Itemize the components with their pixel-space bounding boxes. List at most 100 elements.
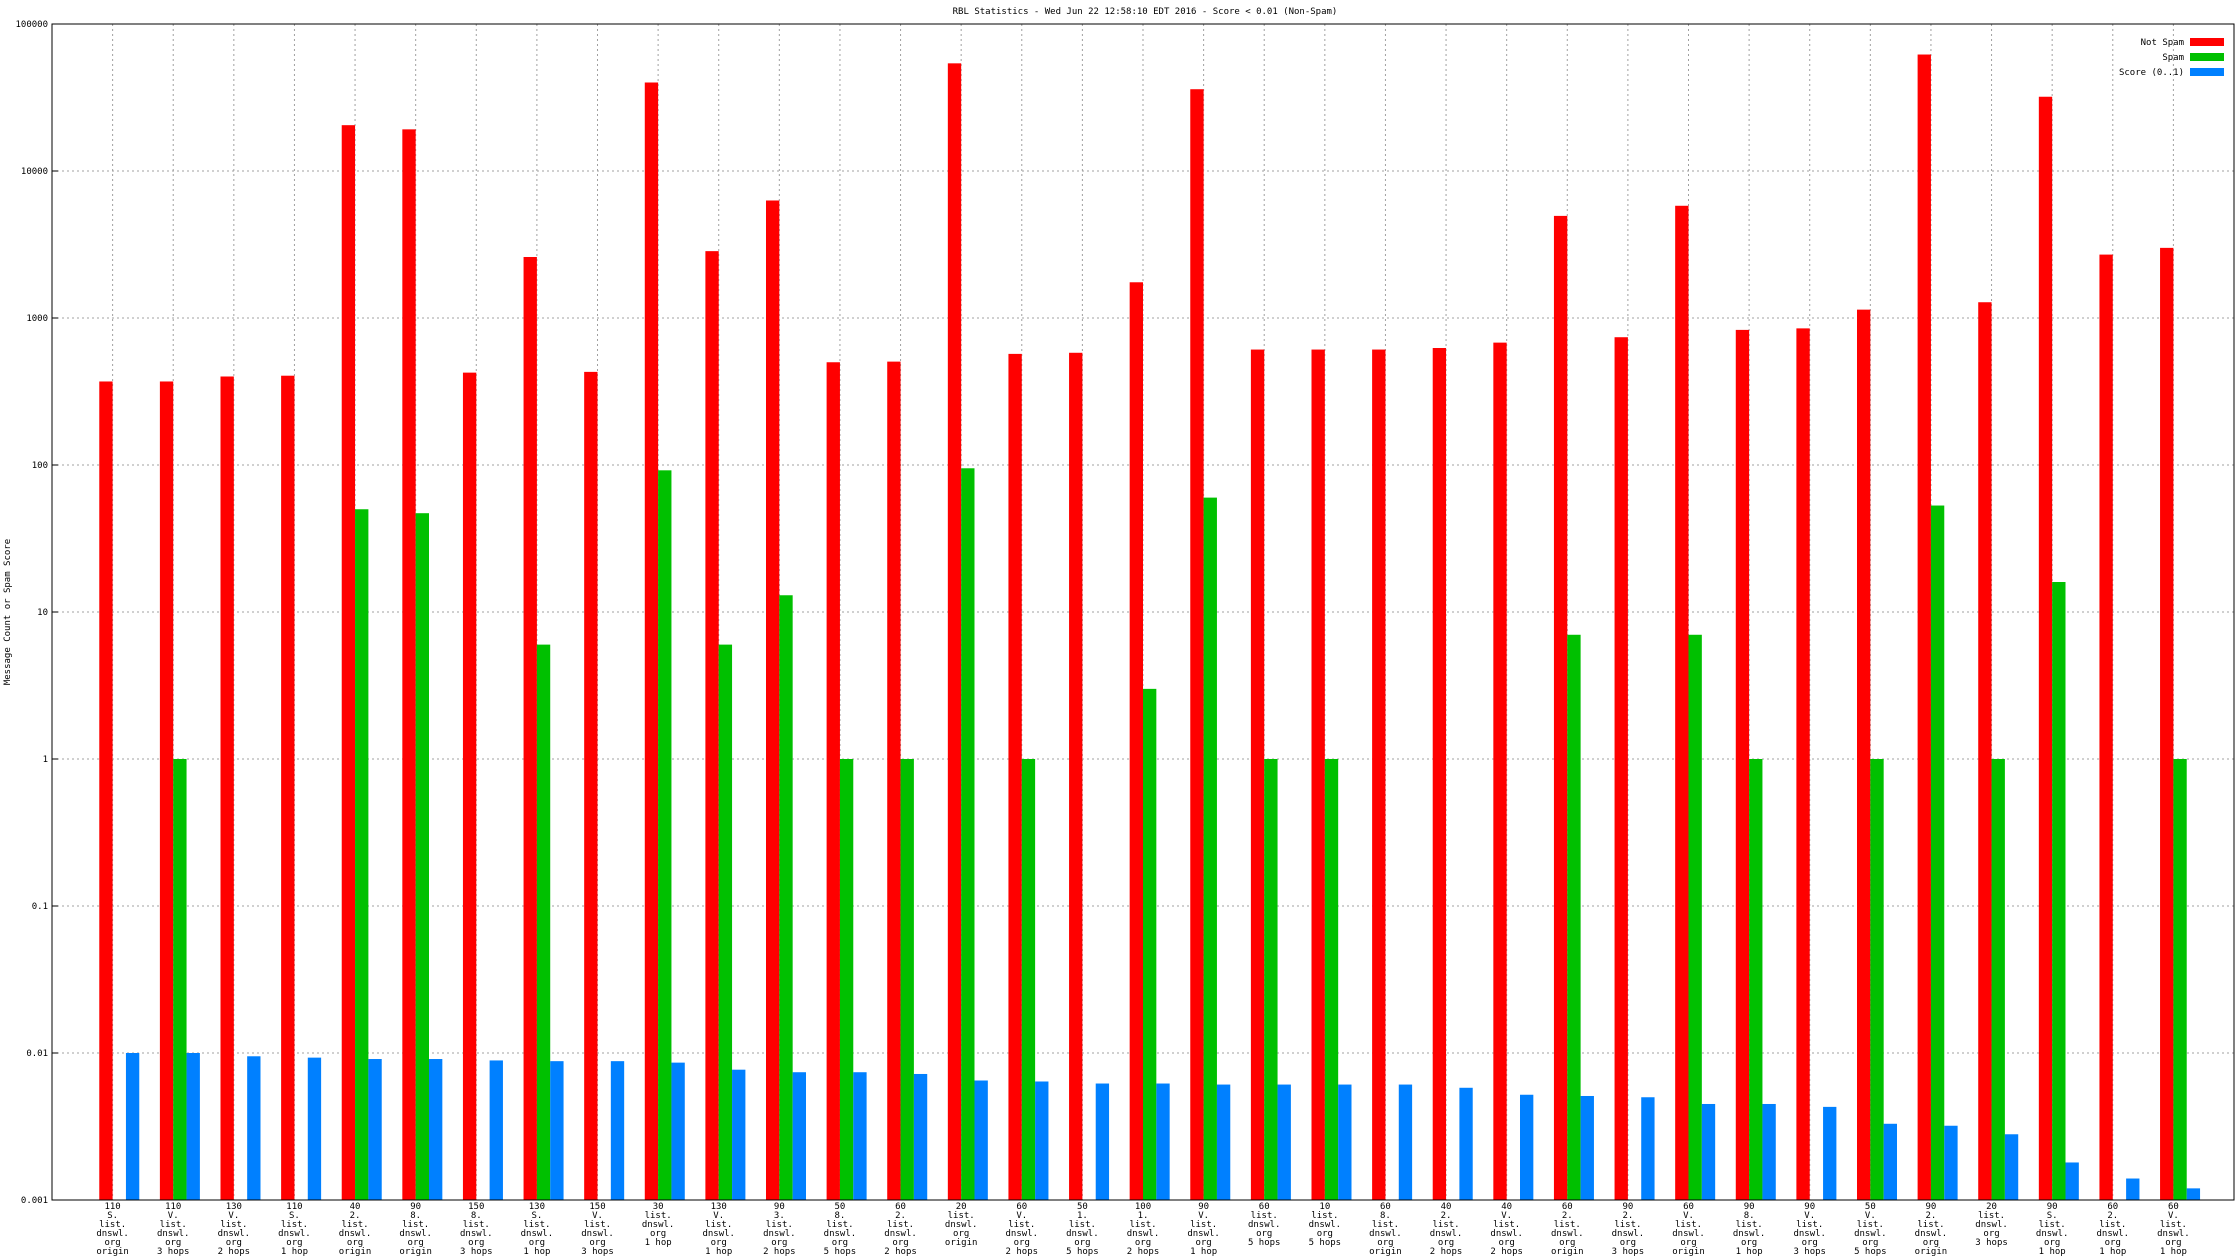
x-tick-label: list.: [2039, 1220, 2066, 1230]
x-tick-label: org: [104, 1238, 120, 1248]
x-tick-label: 1 hop: [705, 1247, 732, 1257]
x-tick-label: 2 hops: [1490, 1247, 1523, 1257]
x-tick-label: list.: [826, 1220, 853, 1230]
x-tick-label: list.: [584, 1220, 611, 1230]
x-tick-label: 60: [1683, 1202, 1694, 1212]
bar: [220, 376, 234, 1200]
x-tick-label: origin: [945, 1238, 978, 1248]
x-tick-label: 2 hops: [763, 1247, 796, 1257]
x-tick-label: V.: [1683, 1211, 1694, 1221]
x-tick-label: dnswl.: [945, 1220, 978, 1230]
bar: [341, 125, 356, 1201]
x-tick-label: V.: [2168, 1211, 2179, 1221]
bar: [1035, 1081, 1049, 1200]
bar: [1338, 1084, 1352, 1200]
x-tick-label: 60: [1380, 1202, 1391, 1212]
x-tick-label: list.: [1978, 1211, 2005, 1221]
bar: [1856, 309, 1871, 1200]
bar: [1277, 1084, 1291, 1200]
x-tick-label: 90: [410, 1202, 421, 1212]
x-tick-label: org: [832, 1238, 848, 1248]
x-tick-label: origin: [339, 1247, 372, 1257]
x-tick-label: list.: [887, 1220, 914, 1230]
x-tick-label: 90: [1926, 1202, 1937, 1212]
x-tick-label: org: [650, 1229, 666, 1239]
legend-swatch: [2190, 53, 2224, 61]
bar: [125, 1053, 140, 1200]
plot-border: [51, 23, 2235, 1201]
x-tick-label: origin: [96, 1247, 129, 1257]
x-tick-label: 90: [2047, 1202, 2058, 1212]
x-tick-label: 2 hops: [1430, 1247, 1463, 1257]
x-tick-label: list.: [1069, 1220, 1096, 1230]
bar: [281, 375, 295, 1200]
x-tick-label: dnswl.: [2157, 1229, 2190, 1239]
bar: [1372, 349, 1386, 1200]
x-tick-label: 3 hops: [1793, 1247, 1826, 1257]
x-tick-label: dnswl.: [702, 1229, 735, 1239]
x-tick-label: 2.: [895, 1211, 906, 1221]
legend-swatch: [2190, 68, 2224, 76]
x-tick-label: list.: [1675, 1220, 1702, 1230]
bar: [2065, 1162, 2079, 1200]
x-tick-label: 90: [1198, 1202, 1209, 1212]
x-tick-label: V.: [1198, 1211, 1209, 1221]
x-tick-label: 10: [1319, 1202, 1330, 1212]
x-tick-label: list.: [1311, 1211, 1338, 1221]
x-tick-label: list.: [766, 1220, 793, 1230]
x-tick-label: org: [468, 1238, 484, 1248]
bar: [415, 513, 430, 1200]
bar: [1735, 329, 1750, 1200]
x-tick-label: dnswl.: [1066, 1229, 1099, 1239]
x-tick-label: 60: [1016, 1202, 1027, 1212]
bar: [550, 1061, 564, 1200]
bar: [1944, 1125, 1958, 1200]
bar: [1917, 54, 1931, 1200]
legend-swatch: [2190, 38, 2224, 46]
x-tick-label: 3 hops: [157, 1247, 190, 1257]
bar: [1190, 89, 1204, 1201]
bar: [2052, 581, 2066, 1200]
x-tick-label: 110: [286, 1202, 302, 1212]
bar: [792, 1072, 807, 1200]
bar: [1095, 1083, 1110, 1200]
bar: [1614, 337, 1628, 1201]
x-tick-label: list.: [402, 1220, 429, 1230]
x-tick-label: org: [1620, 1238, 1636, 1248]
bar: [1701, 1103, 1716, 1200]
x-tick-label: list.: [1433, 1220, 1460, 1230]
bar: [2160, 247, 2174, 1201]
bar: [1688, 634, 1702, 1200]
x-tick-label: dnswl.: [1187, 1229, 1220, 1239]
bar: [1432, 348, 1447, 1201]
x-tick-label: 5 hops: [1854, 1247, 1887, 1257]
bar: [1930, 505, 1945, 1200]
x-tick-label: dnswl.: [460, 1229, 493, 1239]
x-tick-label: list.: [1857, 1220, 1884, 1230]
y-tick-label: 10: [37, 608, 48, 618]
bar: [2173, 759, 2187, 1200]
x-tick-label: org: [1923, 1238, 1939, 1248]
x-tick-label: 50: [835, 1202, 846, 1212]
x-tick-label: org: [2165, 1238, 2181, 1248]
bar: [1553, 215, 1568, 1200]
x-tick-label: list.: [705, 1220, 732, 1230]
x-tick-label: list.: [160, 1220, 187, 1230]
x-tick-label: dnswl.: [824, 1229, 857, 1239]
x-tick-label: 110: [165, 1202, 181, 1212]
x-tick-label: 8.: [410, 1211, 421, 1221]
x-tick-label: list.: [948, 1211, 975, 1221]
bar: [2004, 1134, 2019, 1200]
x-tick-label: dnswl.: [642, 1220, 675, 1230]
x-tick-label: origin: [1369, 1247, 1402, 1257]
x-tick-label: dnswl.: [399, 1229, 432, 1239]
bar: [536, 644, 551, 1200]
x-tick-label: 60: [1562, 1202, 1573, 1212]
x-tick-label: V.: [1804, 1211, 1815, 1221]
x-tick-label: 8.: [835, 1211, 846, 1221]
bar: [99, 381, 113, 1200]
x-tick-label: list.: [1917, 1220, 1944, 1230]
x-tick-label: dnswl.: [1309, 1220, 1342, 1230]
x-tick-label: 5 hops: [824, 1247, 857, 1257]
